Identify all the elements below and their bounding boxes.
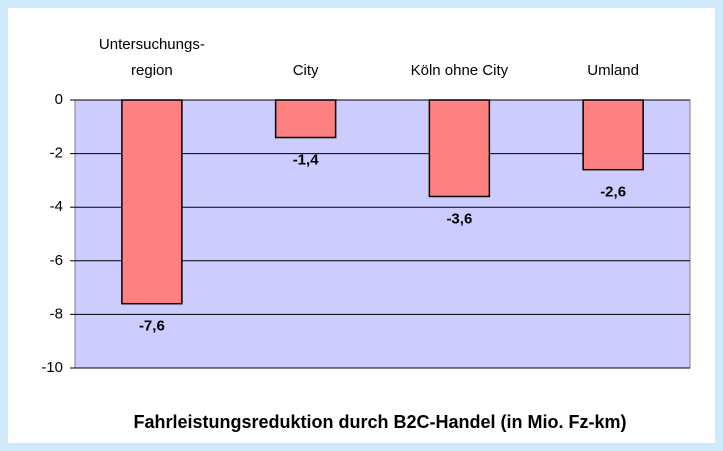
y-tick-label: -8	[50, 305, 63, 322]
x-tick-label: Köln ohne City	[410, 62, 509, 79]
y-tick-label: -10	[41, 359, 63, 376]
y-tick-label: -2	[50, 145, 63, 162]
y-tick-label: 0	[55, 91, 63, 108]
chart-title: Fahrleistungsreduktion durch B2C-Handel …	[133, 412, 626, 432]
bar	[274, 99, 337, 139]
data-label: -1,4	[293, 151, 320, 168]
y-tick-label: -6	[50, 252, 63, 269]
bar	[121, 99, 183, 305]
x-tick-label: City	[292, 62, 319, 79]
x-tick-label: Umland	[587, 62, 639, 79]
bar	[428, 99, 491, 198]
x-tick-label: Untersuchungs- region	[98, 36, 205, 79]
y-tick-label: -4	[50, 198, 63, 215]
bar	[582, 99, 644, 171]
data-label: -7,6	[139, 318, 165, 335]
data-label: -3,6	[446, 210, 472, 227]
data-label: -2,6	[600, 184, 626, 201]
